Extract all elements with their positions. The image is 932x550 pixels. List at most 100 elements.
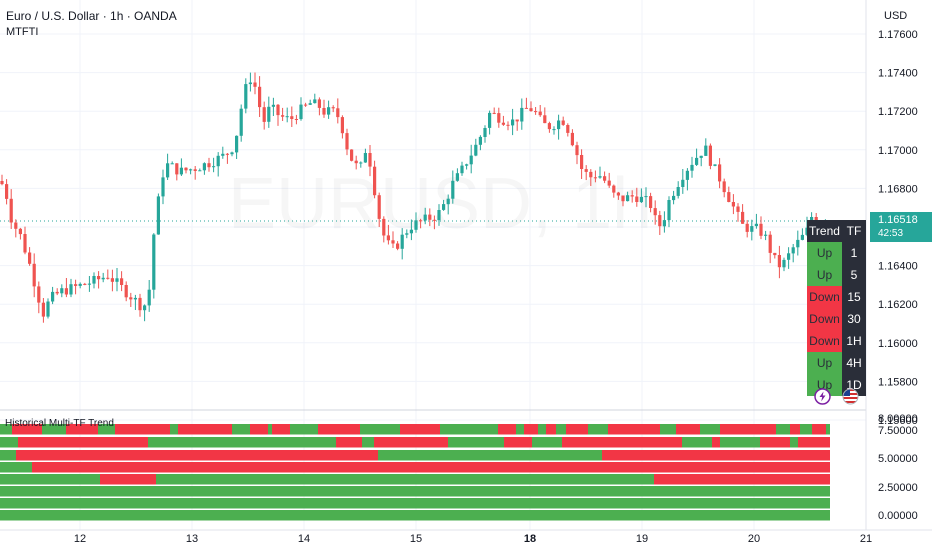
time-tick-label: 18 [524, 533, 536, 545]
candle-body [768, 234, 772, 253]
candle-body [308, 103, 312, 105]
candle-body [658, 215, 662, 227]
trend-cell: Down [807, 308, 842, 330]
candle-body [474, 144, 478, 156]
trend-segment [378, 450, 602, 461]
trend-row-1: Up 1 [807, 242, 866, 264]
time-axis[interactable]: 12 13 14 15 18 19 20 21 [74, 533, 872, 545]
price-tick-label: 1.17000 [878, 145, 918, 157]
trend-segment [654, 474, 830, 485]
candle-body [110, 278, 114, 282]
candle-body [575, 145, 579, 156]
candle-body [428, 214, 432, 220]
trend-row-30: Down 30 [807, 308, 866, 330]
candle-body [97, 276, 101, 280]
candle-body [74, 284, 78, 286]
indicator-label[interactable]: MTFTI [6, 26, 39, 38]
candle-body [28, 252, 32, 264]
trend-segment [538, 424, 546, 435]
candle-body [672, 195, 676, 201]
candle-body [796, 239, 800, 248]
candle-body [736, 206, 740, 212]
trend-segment [148, 437, 336, 448]
trend-segment [498, 424, 516, 435]
historical-trend-bars [0, 424, 830, 521]
candle-body [580, 155, 584, 169]
trend-segment [826, 424, 830, 435]
candle-body [524, 107, 528, 109]
trend-segment [100, 474, 156, 485]
candle-body [423, 214, 427, 221]
candle-body [612, 185, 616, 193]
candle-body [299, 104, 303, 120]
candle-body [166, 163, 170, 178]
candle-body [653, 208, 657, 216]
tf-cell: 5 [842, 264, 866, 286]
trend-segment [268, 424, 272, 435]
candle-body [382, 218, 386, 236]
trend-segment [562, 437, 682, 448]
candle-body [276, 104, 280, 116]
candle-body [727, 192, 731, 202]
candle-body [764, 234, 768, 236]
candle-body [488, 112, 492, 128]
candle-body [593, 177, 597, 179]
trend-segment [0, 486, 830, 497]
candle-body [589, 171, 593, 178]
lightning-icon[interactable] [814, 388, 831, 405]
candle-body [78, 283, 82, 286]
trend-row-5: Up 5 [807, 264, 866, 286]
candle-body [92, 276, 96, 284]
trend-segment [0, 450, 16, 461]
price-tick-label: 1.15800 [878, 376, 918, 388]
chart-title[interactable]: Euro / U.S. Dollar · 1h · OANDA [6, 9, 177, 23]
candle-body [386, 235, 390, 241]
candle-body [14, 222, 18, 229]
candle-body [239, 108, 243, 136]
candle-body [51, 291, 55, 302]
candle-body [368, 153, 372, 167]
trend-segment [0, 510, 830, 521]
candle-body [101, 277, 105, 280]
candle-body [129, 297, 133, 300]
candle-body [708, 145, 712, 166]
trend-segment [18, 437, 148, 448]
candle-body [0, 181, 4, 185]
time-tick-label: 13 [186, 533, 198, 545]
candle-body [538, 111, 542, 116]
candle-body [547, 123, 551, 130]
candle-body [506, 124, 510, 126]
candle-body [216, 155, 220, 167]
candle-body [193, 169, 197, 171]
us-flag-icon[interactable] [842, 388, 859, 405]
candle-body [695, 157, 699, 165]
trend-segment [42, 424, 66, 435]
bar-countdown: 42:53 [878, 228, 904, 239]
candle-body [294, 119, 298, 120]
lower-pane-title[interactable]: Historical Multi-TF Trend [5, 418, 114, 429]
currency-label[interactable]: USD [884, 10, 908, 22]
trend-cell: Up [807, 242, 842, 264]
candle-body [138, 297, 142, 311]
candle-body [253, 82, 257, 87]
candle-body [221, 153, 225, 156]
trend-segment [250, 424, 268, 435]
price-tick-label: 1.17200 [878, 106, 918, 118]
candle-body [759, 223, 763, 236]
candle-body [124, 285, 128, 298]
candle-body [106, 277, 110, 279]
candle-body [184, 167, 188, 171]
candle-body [649, 196, 653, 208]
trend-segment [400, 424, 440, 435]
candle-body [373, 166, 377, 196]
candle-body [455, 173, 459, 181]
candle-body [9, 198, 13, 223]
candle-body [359, 162, 363, 164]
candle-body [262, 107, 266, 122]
candle-body [492, 112, 496, 114]
candle-body [115, 278, 119, 282]
candle-body [207, 163, 211, 168]
candle-body [179, 167, 183, 175]
